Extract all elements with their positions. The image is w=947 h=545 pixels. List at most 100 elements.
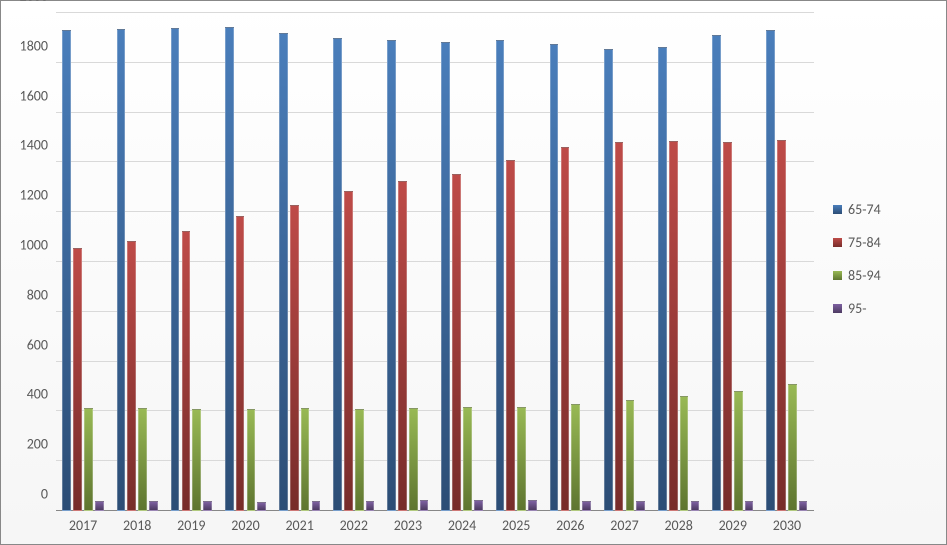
bar: [788, 384, 797, 511]
y-tick-label: 1200: [20, 187, 56, 204]
bar: [691, 501, 700, 511]
bar: [799, 501, 808, 511]
bar-group: [164, 13, 218, 511]
bar: [734, 391, 743, 511]
bar: [571, 404, 580, 511]
bar-group: [597, 13, 651, 511]
bar-group: [435, 13, 489, 511]
x-tick-label: 2030: [773, 511, 801, 534]
bar: [582, 501, 591, 511]
bar: [333, 38, 342, 511]
bar: [387, 40, 396, 511]
bar: [745, 501, 754, 511]
bar: [452, 174, 461, 511]
bar: [474, 500, 483, 511]
legend-swatch: [833, 205, 842, 214]
bar-group: [381, 13, 435, 511]
bar-group: [760, 13, 814, 511]
bar-group: [218, 13, 272, 511]
bar-group: [489, 13, 543, 511]
legend-label: 95-: [848, 300, 866, 317]
bar: [247, 409, 256, 511]
bar: [441, 42, 450, 511]
bar: [257, 502, 266, 511]
bar: [712, 35, 721, 511]
bar: [561, 147, 570, 511]
y-tick-label: 1000: [20, 237, 56, 254]
legend-item: 85-94: [833, 267, 933, 284]
bar: [355, 409, 364, 511]
legend-item: 75-84: [833, 234, 933, 251]
plot-area: 0200400600800100012001400160018002000201…: [56, 13, 814, 511]
bar: [138, 408, 147, 511]
bar: [366, 501, 375, 511]
bar: [236, 216, 245, 511]
x-tick-label: 2017: [69, 511, 97, 534]
legend-label: 65-74: [848, 201, 881, 218]
bar: [62, 30, 71, 511]
bar: [398, 181, 407, 511]
y-tick-label: 2000: [20, 0, 56, 5]
bar: [203, 501, 212, 511]
bar: [312, 501, 321, 511]
x-tick-label: 2028: [664, 511, 692, 534]
bar: [171, 28, 180, 511]
bar: [182, 231, 191, 511]
bar: [73, 248, 82, 511]
legend-label: 75-84: [848, 234, 881, 251]
bar: [723, 142, 732, 511]
legend-item: 95-: [833, 300, 933, 317]
x-tick-label: 2019: [177, 511, 205, 534]
y-tick-label: 0: [41, 486, 56, 503]
bar: [626, 400, 635, 511]
bar: [528, 500, 537, 511]
x-tick-label: 2025: [502, 511, 530, 534]
bar: [409, 408, 418, 511]
bar: [766, 30, 775, 511]
legend: 65-74 75-84 85-94 95-: [833, 201, 933, 333]
bar: [420, 500, 429, 511]
x-tick-label: 2021: [285, 511, 313, 534]
bar: [615, 142, 624, 511]
bar: [463, 407, 472, 511]
bar-group: [56, 13, 110, 511]
bar: [680, 396, 689, 511]
bar: [658, 47, 667, 511]
bar-group: [543, 13, 597, 511]
bar: [669, 141, 678, 511]
bar: [290, 205, 299, 511]
bar: [777, 140, 786, 511]
bar: [279, 33, 288, 511]
bar: [117, 29, 126, 511]
legend-swatch: [833, 304, 842, 313]
x-tick-label: 2023: [394, 511, 422, 534]
bar: [636, 501, 645, 511]
y-tick-label: 1800: [20, 37, 56, 54]
y-tick-label: 600: [27, 336, 56, 353]
bar: [506, 160, 515, 511]
bar-group: [110, 13, 164, 511]
x-tick-label: 2027: [610, 511, 638, 534]
x-tick-label: 2029: [719, 511, 747, 534]
bar-group: [652, 13, 706, 511]
bar: [344, 191, 353, 511]
x-tick-label: 2022: [340, 511, 368, 534]
bar-group: [273, 13, 327, 511]
x-tick-label: 2024: [448, 511, 476, 534]
bar: [192, 409, 201, 511]
bar: [517, 407, 526, 511]
y-tick-label: 1600: [20, 87, 56, 104]
bar: [149, 501, 158, 511]
bar: [550, 44, 559, 511]
legend-swatch: [833, 238, 842, 247]
bar: [95, 501, 104, 511]
y-tick-label: 1400: [20, 137, 56, 154]
bar-group: [706, 13, 760, 511]
y-tick-label: 400: [27, 386, 56, 403]
x-tick-label: 2026: [556, 511, 584, 534]
y-tick-label: 200: [27, 436, 56, 453]
x-tick-label: 2020: [231, 511, 259, 534]
legend-item: 65-74: [833, 201, 933, 218]
y-tick-label: 800: [27, 286, 56, 303]
legend-swatch: [833, 271, 842, 280]
